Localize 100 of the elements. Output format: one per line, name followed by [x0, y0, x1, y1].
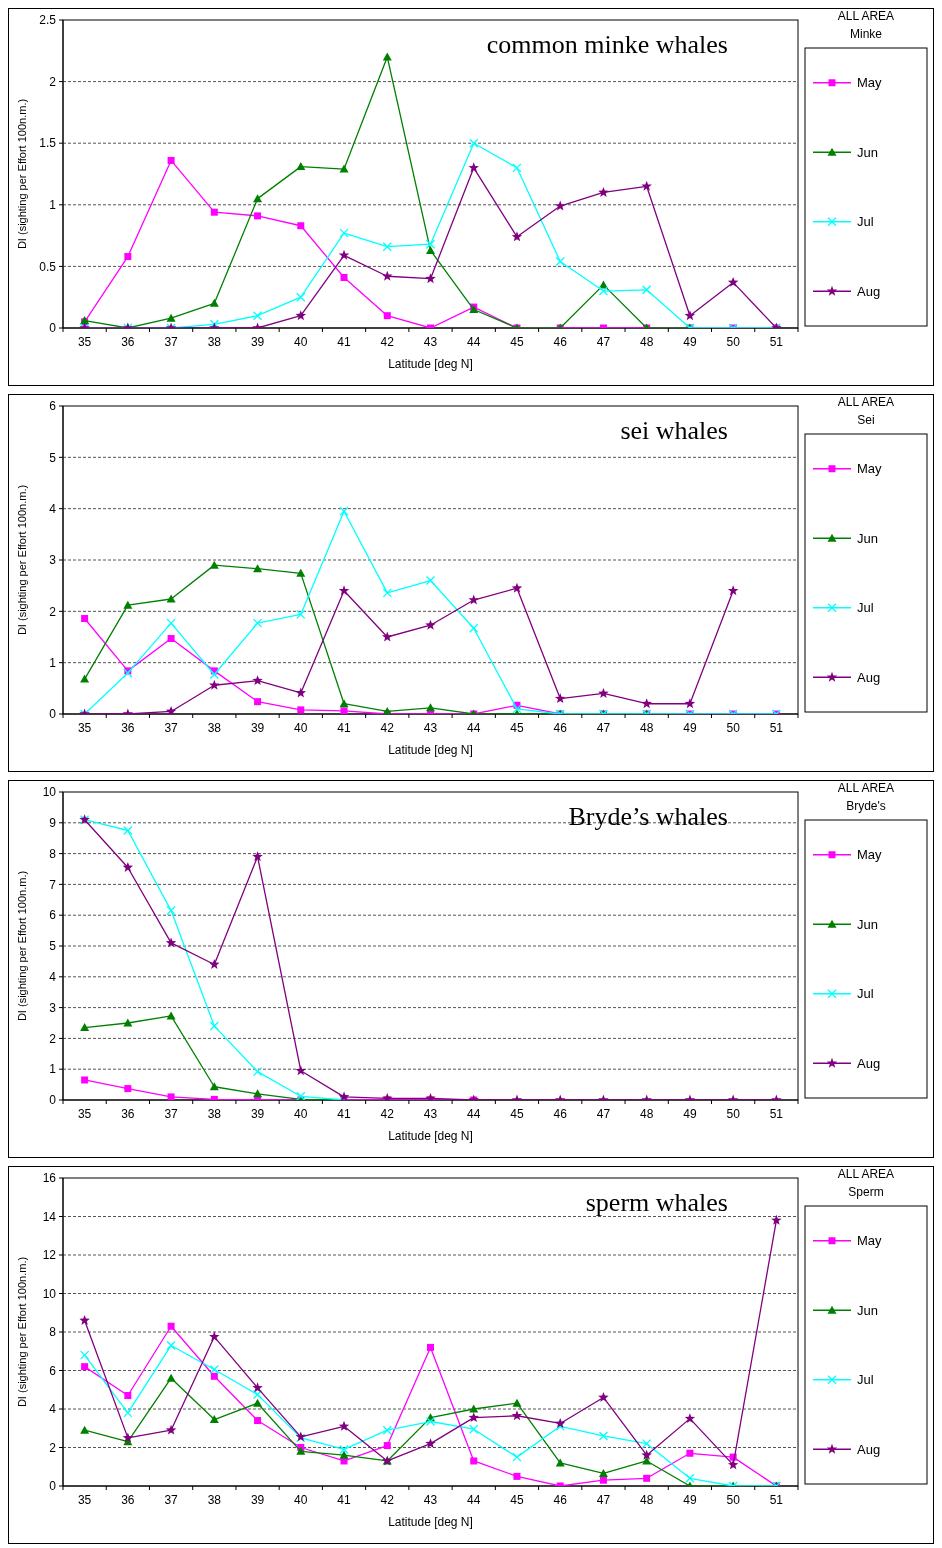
- legend-label: Aug: [857, 283, 881, 299]
- legend-title: ALL AREA Minke: [837, 9, 895, 41]
- legend-label: May: [857, 75, 883, 91]
- legend-label: Jul: [857, 600, 874, 616]
- legend-title: ALL AREA Sei: [837, 395, 895, 427]
- x-tick-label: 48: [640, 1493, 654, 1507]
- x-tick-label: 41: [337, 335, 352, 349]
- chart-title: sei whales: [620, 416, 728, 445]
- legend-label: Aug: [857, 1441, 881, 1457]
- legend-label: Aug: [857, 669, 881, 685]
- x-tick-label: 38: [207, 1493, 222, 1507]
- legend-label: Jun: [857, 1302, 878, 1318]
- chart-title: Bryde’s whales: [568, 802, 728, 831]
- x-tick-label: 39: [250, 721, 265, 735]
- y-axis-title: DI (sighting per Effort 100n.m.): [16, 484, 28, 636]
- x-tick-label: 45: [510, 1107, 524, 1121]
- y-tick-label: 2: [49, 1031, 57, 1046]
- legend-label: Aug: [857, 1055, 881, 1071]
- x-tick-label: 45: [510, 721, 524, 735]
- x-tick-label: 40: [294, 721, 308, 735]
- legend-label: Jun: [857, 144, 878, 160]
- x-tick-label: 43: [423, 721, 438, 735]
- x-tick-label: 43: [423, 1493, 438, 1507]
- x-tick-label: 51: [769, 1107, 784, 1121]
- y-tick-label: 4: [49, 1402, 57, 1417]
- x-tick-label: 44: [467, 335, 481, 349]
- legend-title: ALL AREA Bryde's: [837, 781, 895, 813]
- y-tick-label: 0: [49, 1093, 57, 1108]
- x-tick-label: 41: [337, 721, 352, 735]
- x-tick-label: 51: [769, 1493, 784, 1507]
- y-tick-label: 12: [42, 1248, 57, 1263]
- chart-title: common minke whales: [486, 30, 728, 59]
- x-tick-label: 41: [337, 1107, 352, 1121]
- y-tick-label: 9: [49, 816, 57, 830]
- x-tick-label: 36: [121, 721, 135, 735]
- y-axis-title: DI (sighting per Effort 100n.m.): [16, 870, 28, 1022]
- x-tick-label: 44: [467, 1493, 481, 1507]
- y-tick-label: 2.5: [39, 13, 57, 28]
- x-axis-title: Latitude [deg N]: [388, 357, 473, 371]
- y-tick-label: 10: [42, 785, 57, 800]
- x-tick-label: 44: [467, 721, 481, 735]
- x-tick-label: 37: [164, 335, 179, 349]
- x-tick-label: 47: [596, 1107, 611, 1121]
- y-axis-title: DI (sighting per Effort 100n.m.): [16, 98, 28, 250]
- x-tick-label: 47: [596, 1493, 611, 1507]
- x-tick-label: 38: [207, 721, 222, 735]
- y-tick-label: 0.5: [39, 259, 57, 274]
- x-tick-label: 47: [596, 335, 611, 349]
- y-tick-label: 5: [49, 450, 57, 465]
- y-tick-label: 1: [49, 198, 57, 212]
- x-tick-label: 39: [250, 335, 265, 349]
- legend-label: May: [857, 461, 883, 477]
- y-axis-title: DI (sighting per Effort 100n.m.): [16, 1256, 28, 1408]
- y-tick-label: 0: [49, 321, 57, 336]
- legend-label: May: [857, 1233, 883, 1249]
- x-tick-label: 36: [121, 335, 135, 349]
- x-tick-label: 35: [77, 1107, 92, 1121]
- x-tick-label: 42: [380, 1493, 395, 1507]
- y-tick-label: 0: [49, 1479, 57, 1494]
- x-tick-label: 50: [726, 1493, 741, 1507]
- x-tick-label: 46: [553, 1493, 568, 1507]
- y-tick-label: 2: [49, 604, 57, 619]
- legend-label: May: [857, 847, 883, 863]
- x-tick-label: 50: [726, 721, 741, 735]
- x-tick-label: 46: [553, 335, 568, 349]
- y-tick-label: 1: [49, 1062, 57, 1077]
- x-tick-label: 43: [423, 1107, 438, 1121]
- x-axis-title: Latitude [deg N]: [388, 1515, 473, 1529]
- x-axis-title: Latitude [deg N]: [388, 1129, 473, 1143]
- y-tick-label: 4: [49, 501, 57, 516]
- legend-label: Jun: [857, 916, 878, 932]
- x-tick-label: 36: [121, 1493, 135, 1507]
- y-tick-label: 3: [49, 553, 57, 568]
- legend-label: Jul: [857, 214, 874, 230]
- x-axis-title: Latitude [deg N]: [388, 743, 473, 757]
- y-tick-label: 1: [49, 655, 57, 670]
- y-tick-label: 1.5: [39, 136, 57, 151]
- x-tick-label: 38: [207, 335, 222, 349]
- x-tick-label: 41: [337, 1493, 352, 1507]
- legend-label: Jun: [857, 530, 878, 546]
- chart-title: sperm whales: [585, 1188, 728, 1217]
- x-tick-label: 49: [683, 1107, 697, 1121]
- x-tick-label: 48: [640, 1107, 654, 1121]
- x-tick-label: 42: [380, 335, 395, 349]
- x-tick-label: 42: [380, 721, 395, 735]
- y-tick-label: 7: [49, 877, 57, 892]
- x-tick-label: 49: [683, 721, 697, 735]
- x-tick-label: 51: [769, 721, 784, 735]
- x-tick-label: 39: [250, 1107, 265, 1121]
- x-tick-label: 47: [596, 721, 611, 735]
- x-tick-label: 40: [294, 335, 308, 349]
- x-tick-label: 49: [683, 335, 697, 349]
- y-tick-label: 16: [42, 1171, 57, 1186]
- y-tick-label: 4: [49, 970, 57, 984]
- x-tick-label: 50: [726, 335, 741, 349]
- x-tick-label: 38: [207, 1107, 222, 1121]
- y-tick-label: 2: [49, 74, 57, 89]
- x-tick-label: 35: [77, 721, 92, 735]
- y-tick-label: 2: [49, 1440, 57, 1455]
- x-tick-label: 46: [553, 1107, 568, 1121]
